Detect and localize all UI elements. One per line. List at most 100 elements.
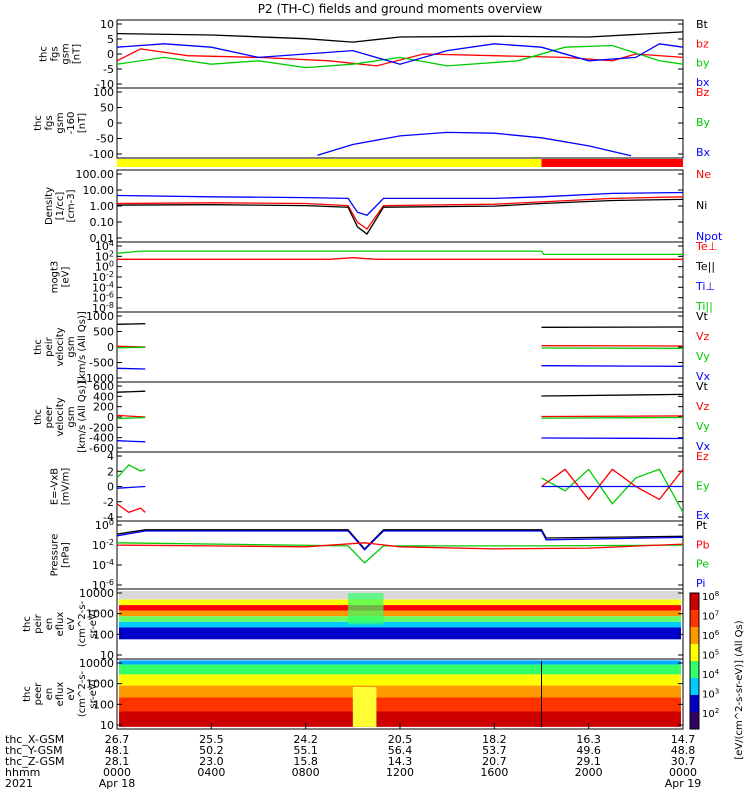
ylabel-peer_spec-0: thc [22, 686, 33, 702]
ylabel-peir_spec-1: peir [33, 613, 44, 633]
ephem-value-6-1: 48.8 [671, 744, 696, 757]
series-fgs-by-0 [116, 44, 684, 69]
ylabel-fgs_full-2: gsm [55, 112, 66, 133]
series-peer_v-Vz-1 [541, 415, 684, 418]
spectrogram-band-8-4 [119, 616, 681, 622]
ytick-label-fgs_full-1: 50 [100, 102, 114, 115]
ephem-label-0: thc_X-GSM [5, 733, 64, 746]
ephem-value-6-0: 14.7 [671, 733, 696, 746]
ephem-value-3-1: 56.4 [388, 744, 413, 757]
ephem-value-3-2: 14.3 [388, 755, 413, 768]
legend-fgs-1: bz [696, 37, 709, 50]
legend-fgs-3: bx [696, 76, 710, 89]
ephem-value-0-0: 26.7 [105, 733, 130, 746]
series-temp-Ti||-0 [116, 250, 683, 256]
colorbar-tick-3: 105 [702, 649, 719, 662]
spectrogram-band-8-0 [119, 591, 681, 600]
ytick-label-peir_v-0: 1000 [86, 310, 114, 323]
ylabel-peir_v-3: gsm [66, 336, 77, 357]
legend-temp-3: Ti|| [695, 300, 713, 313]
spectrogram-band-8-1 [119, 599, 681, 606]
ephem-value-0-3: 0000 [103, 766, 131, 779]
ylabel-peer_v-0: thc [33, 409, 44, 425]
ytick-label-peir_spec-1: 1000 [86, 608, 114, 621]
ephem-value-1-2: 23.0 [199, 755, 224, 768]
series-peer_v-Vt-1 [541, 393, 684, 397]
series-fgs-bx-0 [116, 43, 684, 65]
ytick-label-peer_v-5: -400 [89, 432, 114, 445]
series-pressure-Pi-0 [116, 530, 684, 551]
colorbar-swatch-0 [690, 593, 699, 611]
ytick-label-efield-2: 0 [107, 481, 114, 494]
ytick-label-efield-3: -2 [103, 496, 114, 509]
colorbar-swatch-1 [690, 610, 699, 628]
legend-fgs_full-2: Bx [696, 146, 711, 159]
series-fgs_full-Bx-0 [317, 131, 632, 157]
ytick-label-peir_spec-2: 100 [93, 628, 114, 641]
colorbar-swatch-7 [690, 712, 699, 730]
ytick-label-pressure-1: 10-2 [92, 538, 114, 552]
colorbar-tick-5: 103 [702, 688, 719, 701]
ylabel-pressure-0: Pressure [50, 534, 61, 577]
ephem-value-3-3: 1200 [386, 766, 414, 779]
ylabel-fgs-0: thc [39, 46, 50, 62]
series-efield-Ex-0 [116, 485, 146, 489]
series-peer_v-Vx-1 [541, 437, 684, 440]
ylabel-peir_v-0: thc [33, 339, 44, 355]
ytick-label-efield-1: 2 [107, 465, 114, 478]
ylabel-density-2: [cm-3] [66, 189, 77, 222]
series-peir_v-Vx-1 [541, 365, 684, 367]
spectrogram-feature-8 [348, 593, 384, 625]
panel-frame-temp [116, 241, 684, 313]
ytick-label-density-3: 0.10 [90, 216, 115, 229]
colorbar-frame [689, 592, 700, 730]
ylabel-peir_v-1: peir [44, 336, 55, 356]
ephem-value-2-1: 55.1 [293, 744, 318, 757]
ylabel-fgs-2: gsm [61, 43, 72, 64]
ylabel-peer_spec-4: eV [66, 687, 77, 700]
series-pressure-Pb-0 [116, 542, 684, 550]
ylabel-density-1: [1/cc] [55, 192, 66, 221]
series-pressure-Pt-0 [116, 529, 684, 550]
spectrogram-band-9-2 [119, 674, 681, 686]
series-density-Ni-0 [116, 198, 684, 235]
spectrogram-band-8-3 [119, 610, 681, 617]
series-efield-Ey-1 [541, 468, 684, 513]
ytick-label-peer_v-0: 600 [93, 380, 114, 393]
colorbar-label: [eV/(cm^2-s-sr-eV)] (All Qs) [734, 620, 745, 759]
spectrogram-feature-9 [352, 687, 377, 727]
ylabel-peir_spec-3: eflux [55, 612, 66, 637]
ylabel-peir_spec-4: eV [66, 617, 77, 630]
ephem-value-2-2: 15.8 [293, 755, 318, 768]
panel-frame-peer_v [116, 381, 684, 453]
series-efield-Ez-0 [116, 503, 146, 514]
colorbar-swatch-6 [690, 695, 699, 713]
legend-pressure-3: Pi [696, 577, 705, 590]
series-peer_v-Vx-0 [116, 440, 146, 443]
legend-efield-1: Ey [696, 480, 710, 493]
series-peir_v-Vt-0 [116, 323, 146, 325]
ephem-value-2-3: 0800 [292, 766, 320, 779]
ylabel-fgs_full-1: fgs [44, 115, 55, 130]
ytick-label-fgs-1: 5 [107, 33, 114, 46]
series-density-Npot-0 [116, 191, 684, 216]
ylabel-fgs_full-0: thc [33, 115, 44, 131]
ytick-label-peer_spec-1: 1000 [86, 678, 114, 691]
ytick-label-temp-3: 10-2 [92, 270, 114, 284]
ytick-label-fgs-4: -10 [96, 78, 114, 91]
colorbar-tick-1: 107 [702, 610, 719, 623]
ylabel-fgs_full-4: [nT] [77, 113, 88, 133]
ephem-value-5-0: 16.3 [576, 733, 601, 746]
ytick-label-fgs-2: 0 [107, 48, 114, 61]
ephem-value-6-4: Apr 19 [665, 777, 702, 790]
colorbar-tick-6: 102 [702, 707, 719, 720]
ylabel-peer_v-4: [km/s (All Qs)] [77, 381, 88, 453]
series-peer_v-Vy-0 [116, 416, 146, 420]
ephem-value-4-1: 53.7 [482, 744, 507, 757]
ylabel-peer_spec-3: eflux [55, 682, 66, 707]
ytick-label-fgs_full-2: 0 [107, 117, 114, 130]
ytick-label-efield-0: 4 [107, 450, 114, 463]
ylabel-peer_v-2: velocity [55, 397, 66, 436]
ylabel-peer_v-1: peer [44, 405, 55, 429]
legend-peir_v-1: Vz [696, 330, 710, 343]
